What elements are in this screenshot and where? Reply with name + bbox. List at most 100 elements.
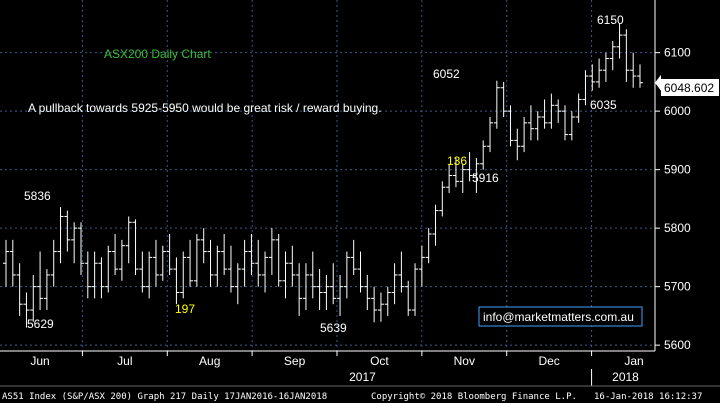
ohlc-bar [262,251,269,293]
x-year-label: 2017 [349,370,376,384]
ohlc-bar [309,251,316,299]
ohlc-bar [71,222,78,264]
x-tick-label: Jan [624,354,643,368]
y-tick-label: 5800 [664,221,691,235]
ohlc-bar [582,70,589,106]
footer-right: 16-Jan-2018 16:12:37 [594,392,702,402]
ohlc-bar [514,128,521,161]
x-year-label: 2018 [612,370,639,384]
ohlc-bar [159,245,166,281]
ohlc-bar [200,228,207,264]
ohlc-bar [623,29,630,82]
ohlc-bar [350,239,357,275]
watermark-text: info@marketmatters.com.au [483,310,634,324]
ohlc-bar [9,239,16,287]
ohlc-bar [589,64,596,91]
ohlc-bar [377,292,384,322]
price-label-6052: 6052 [433,67,460,81]
ohlc-bar [296,263,303,316]
ohlc-bar [16,263,23,316]
count-label-197: 197 [175,302,195,316]
ohlc-bar [139,251,146,293]
commentary-text: A pullback towards 5925-5950 would be gr… [28,101,382,115]
ohlc-bar [132,219,139,275]
x-tick-label: Jun [30,354,49,368]
ohlc-bar [493,80,500,129]
footer-left: AS51 Index (S&P/ASX 200) Graph 217 Daily… [2,392,327,402]
ohlc-bar [425,228,432,264]
ohlc-bar [187,239,194,287]
ohlc-bar [562,105,569,141]
y-tick-label: 5600 [664,338,691,352]
ohlc-bar [214,245,221,287]
ohlc-bar [268,228,275,275]
ohlc-bar [255,239,262,287]
chart-title: ASX200 Daily Chart [104,47,211,61]
ohlc-bar [207,239,214,287]
ohlc-bar [384,286,391,316]
ohlc-bar [57,207,64,264]
ohlc-bar [343,251,350,299]
ohlc-bar [480,140,487,170]
price-label-5916: 5916 [472,171,499,185]
ohlc-bar [534,111,541,141]
ohlc-bar [23,292,30,328]
ohlc-bar [609,40,616,71]
ohlc-bar [105,245,112,293]
ohlc-bar [439,181,446,217]
ohlc-bar [391,263,398,305]
ohlc-bar [98,257,105,299]
ohlc-bar [412,263,419,316]
ohlc-bar [521,117,528,153]
last-price-pointer [655,74,661,91]
ohlc-bar [630,52,637,88]
ohlc-bar [337,274,344,316]
ohlc-bar [146,251,153,299]
ohlc-bar [248,234,255,275]
y-tick-label: 5900 [664,163,691,177]
x-tick-label: Nov [454,354,475,368]
ohlc-bar [289,245,296,287]
price-label-5836: 5836 [24,189,51,203]
price-label-6035: 6035 [590,98,617,112]
ohlc-bar [227,245,234,293]
ohlc-bar [507,105,514,147]
ohlc-bar [398,251,405,293]
y-tick-label: 6000 [664,104,691,118]
y-axis: 5600 5700 5800 5900 6000 6100 [654,0,691,352]
ohlc-bar [487,117,494,153]
price-label-6150: 6150 [597,13,624,27]
ohlc-bar [541,99,548,129]
ohlc-bar [637,64,643,88]
ohlc-bar [84,251,91,299]
ohlc-bar [193,234,200,287]
x-tick-label: Dec [538,354,559,368]
ohlc-bar [37,251,44,311]
ohlc-bar [282,251,289,299]
x-tick-label: Jul [117,354,132,368]
ohlc-bar [602,52,609,82]
ohlc-bar [466,152,473,182]
ohlc-bar [30,274,37,322]
ohlc-bar [405,280,412,316]
ohlc-bar [500,81,507,117]
x-axis: Jun Jul Aug Sep Oct Nov Dec Jan 2017 2018 [0,350,655,386]
ohlc-bar [302,263,309,311]
ohlc-bar [152,239,159,287]
ohlc-bar [596,58,603,88]
ohlc-bar [371,286,378,323]
ohlc-bar [568,111,575,141]
count-label-136: 136 [447,154,467,168]
ohlc-bar [221,234,228,275]
y-tick-label: 5700 [664,280,691,294]
ohlc-bar [173,257,180,305]
ohlc-bar [555,99,562,123]
ohlc-bar [241,239,248,287]
x-tick-label: Oct [370,354,389,368]
ohlc-bar [166,234,173,275]
ohlc-bar [316,269,323,311]
ohlc-bar [77,222,84,275]
ohlc-bar [112,234,119,275]
